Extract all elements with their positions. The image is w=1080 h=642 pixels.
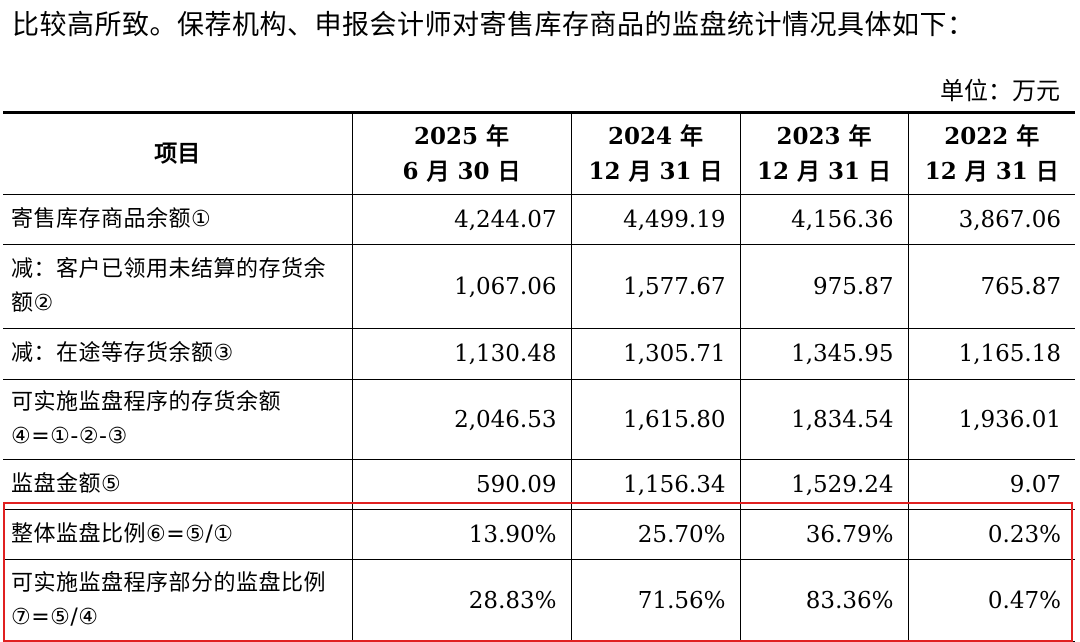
header-col-2024: 2024 年 12 月 31 日	[570, 111, 741, 195]
row-label: 整体监盘比例⑥=⑤/①	[3, 509, 353, 560]
table-header-row: 项目 2025 年 6 月 30 日 2024 年 12 月 31 日 2023…	[3, 111, 1075, 195]
cell-value: 4,156.36	[739, 194, 909, 245]
cell-value: 975.87	[739, 244, 909, 329]
cell-value: 28.83%	[351, 559, 572, 642]
cell-value: 1,067.06	[351, 244, 572, 329]
row-label: 寄售库存商品余额①	[3, 194, 353, 245]
cell-value: 765.87	[907, 244, 1075, 329]
header-col-year: 2025 年	[413, 123, 510, 150]
intro-paragraph: 比较高所致。保荐机构、申报会计师对寄售库存商品的监盘统计情况具体如下：	[12, 10, 975, 41]
table-row: 可实施监盘程序的存货余额④=①-②-③ 2,046.53 1,615.80 1,…	[3, 379, 1075, 460]
header-col-date: 12 月 31 日	[924, 158, 1059, 185]
cell-value: 0.47%	[907, 559, 1075, 642]
inventory-count-table: 项目 2025 年 6 月 30 日 2024 年 12 月 31 日 2023…	[3, 111, 1075, 642]
cell-value: 4,244.07	[351, 194, 572, 245]
cell-value: 1,615.80	[570, 379, 741, 460]
cell-value: 1,305.71	[570, 328, 741, 380]
header-col-2023: 2023 年 12 月 31 日	[739, 111, 909, 195]
row-label: 可实施监盘程序部分的监盘比例⑦=⑤/④	[3, 559, 353, 642]
header-col-year: 2022 年	[944, 123, 1040, 150]
cell-value: 9.07	[907, 459, 1075, 510]
cell-value: 1,156.34	[570, 459, 741, 510]
row-label: 减：客户已领用未结算的存货余额②	[3, 244, 353, 329]
header-item: 项目	[3, 111, 353, 195]
cell-value: 1,577.67	[570, 244, 741, 329]
cell-value: 13.90%	[351, 509, 572, 560]
header-col-2025: 2025 年 6 月 30 日	[351, 111, 572, 195]
cell-value: 1,165.18	[907, 328, 1075, 380]
cell-value: 1,936.01	[907, 379, 1075, 460]
header-col-year: 2024 年	[607, 123, 704, 150]
cell-value: 83.36%	[739, 559, 909, 642]
cell-value: 1,834.54	[739, 379, 909, 460]
table-row: 寄售库存商品余额① 4,244.07 4,499.19 4,156.36 3,8…	[3, 194, 1075, 245]
cell-value: 25.70%	[570, 509, 741, 560]
table-row: 可实施监盘程序部分的监盘比例⑦=⑤/④ 28.83% 71.56% 83.36%…	[3, 559, 1075, 642]
table-row: 整体监盘比例⑥=⑤/① 13.90% 25.70% 36.79% 0.23%	[3, 509, 1075, 560]
row-label: 可实施监盘程序的存货余额④=①-②-③	[3, 379, 353, 460]
cell-value: 71.56%	[570, 559, 741, 642]
row-label: 减：在途等存货余额③	[3, 328, 353, 380]
unit-label: 单位：万元	[940, 77, 1060, 105]
header-col-date: 6 月 30 日	[402, 158, 521, 185]
header-col-date: 12 月 31 日	[588, 158, 723, 185]
cell-value: 0.23%	[907, 509, 1075, 560]
cell-value: 36.79%	[739, 509, 909, 560]
cell-value: 1,130.48	[351, 328, 572, 380]
cell-value: 4,499.19	[570, 194, 741, 245]
row-label: 监盘金额⑤	[3, 459, 353, 510]
table-row: 监盘金额⑤ 590.09 1,156.34 1,529.24 9.07	[3, 459, 1075, 510]
cell-value: 3,867.06	[907, 194, 1075, 245]
header-col-date: 12 月 31 日	[756, 158, 892, 185]
cell-value: 2,046.53	[351, 379, 572, 460]
cell-value: 1,345.95	[739, 328, 909, 380]
table-row: 减：在途等存货余额③ 1,130.48 1,305.71 1,345.95 1,…	[3, 328, 1075, 380]
cell-value: 590.09	[351, 459, 572, 510]
table-row: 减：客户已领用未结算的存货余额② 1,067.06 1,577.67 975.8…	[3, 244, 1075, 329]
header-col-year: 2023 年	[776, 123, 872, 150]
header-col-2022: 2022 年 12 月 31 日	[907, 111, 1075, 195]
cell-value: 1,529.24	[739, 459, 909, 510]
